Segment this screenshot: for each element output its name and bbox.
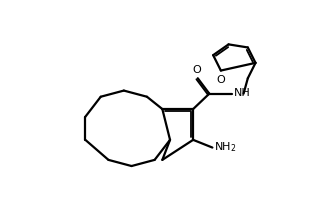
Text: NH$_2$: NH$_2$ (214, 140, 237, 154)
Text: O: O (216, 75, 225, 85)
Text: O: O (193, 65, 202, 75)
Text: NH: NH (234, 88, 251, 98)
